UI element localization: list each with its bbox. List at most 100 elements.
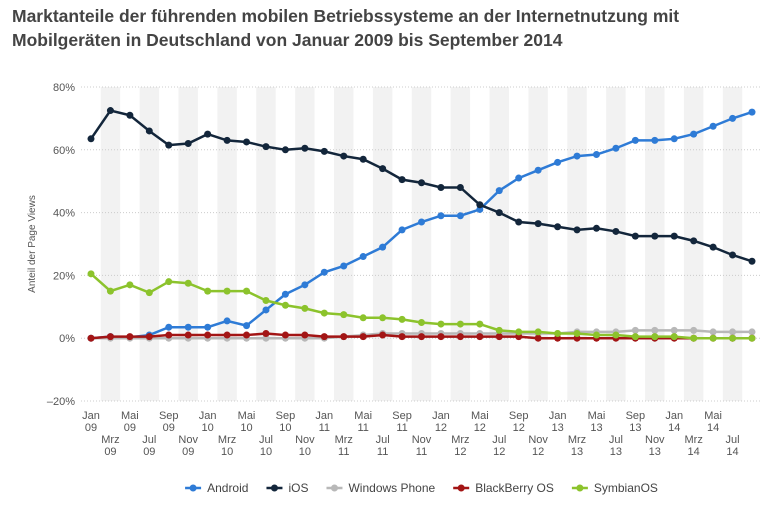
legend-item: Windows Phone [326, 481, 436, 495]
band [334, 87, 354, 401]
point [379, 331, 387, 339]
point [320, 268, 328, 276]
point [262, 306, 270, 314]
point [418, 218, 425, 226]
y-axis-label: Anteil der Page Views [27, 195, 38, 293]
point [476, 320, 484, 328]
x-tick-label: Sep 09 [159, 410, 179, 434]
x-tick-label: Mai 10 [238, 410, 256, 434]
point [184, 140, 192, 148]
band [489, 87, 509, 401]
point [398, 176, 406, 184]
point [534, 220, 542, 228]
point [165, 323, 173, 331]
point [748, 257, 756, 265]
point [379, 165, 387, 173]
point [437, 320, 445, 328]
x-tick-label: Nov 12 [528, 434, 548, 458]
x-tick-label: Jan 14 [665, 410, 683, 434]
legend-marker [330, 484, 338, 492]
point [690, 130, 698, 138]
legend-marker [576, 484, 584, 492]
band [217, 87, 237, 401]
x-tick-label: Sep 13 [626, 410, 646, 434]
point [184, 331, 192, 339]
point [398, 333, 406, 341]
point [320, 147, 328, 155]
point [554, 329, 562, 337]
point [670, 326, 678, 334]
y-tick-label: 80% [53, 82, 75, 94]
point [670, 232, 678, 240]
point [184, 279, 192, 287]
point [281, 290, 289, 298]
point [281, 331, 289, 339]
x-tick-label: Jan 09 [82, 410, 100, 434]
point [418, 179, 425, 187]
point [359, 314, 367, 322]
y-tick-label: 20% [53, 270, 75, 282]
legend-item: SymbianOS [571, 481, 658, 495]
point [651, 333, 659, 341]
point [281, 146, 289, 154]
point [106, 333, 114, 341]
point [145, 333, 153, 341]
point [515, 218, 523, 226]
point [670, 333, 678, 341]
point [437, 212, 445, 220]
legend-label: Windows Phone [348, 481, 435, 495]
legend-label: iOS [288, 481, 308, 495]
point [748, 108, 756, 116]
point [262, 297, 270, 305]
legend-label: Android [207, 481, 248, 495]
x-tick-label: Mrz 11 [335, 434, 353, 458]
band [295, 87, 315, 401]
band [722, 87, 743, 401]
point [359, 155, 367, 163]
x-tick-label: Nov 13 [645, 434, 665, 458]
point [243, 331, 251, 339]
band [606, 87, 626, 401]
band [567, 87, 587, 401]
point [106, 107, 114, 115]
point [379, 243, 387, 251]
point [631, 232, 639, 240]
x-tick-label: Jan 13 [549, 410, 567, 434]
x-tick-label: Jul 10 [259, 434, 273, 458]
point [554, 223, 562, 231]
point [87, 334, 95, 342]
point [748, 334, 756, 342]
point [456, 183, 464, 191]
y-tick-label: 60% [53, 145, 75, 157]
point [709, 334, 717, 342]
point [301, 144, 309, 152]
point [709, 122, 717, 130]
point [204, 130, 212, 138]
point [204, 331, 212, 339]
x-tick-label: Mai 09 [121, 410, 139, 434]
point [592, 151, 600, 159]
point [554, 158, 562, 166]
x-tick-label: Mai 13 [588, 410, 606, 434]
point [456, 333, 464, 341]
point [87, 270, 95, 278]
point [320, 309, 328, 317]
x-tick-label: Jan 11 [315, 410, 333, 434]
point [631, 136, 639, 144]
x-tick-label: Jul 11 [376, 434, 390, 458]
point [709, 328, 717, 336]
point [204, 323, 212, 331]
x-tick-label: Sep 11 [392, 410, 412, 434]
point [495, 333, 503, 341]
point [145, 127, 153, 135]
x-tick-label: Jul 12 [492, 434, 506, 458]
point [534, 334, 542, 342]
x-tick-label: Nov 10 [295, 434, 315, 458]
point [340, 333, 348, 341]
point [418, 333, 425, 341]
point [281, 301, 289, 309]
point [223, 136, 231, 144]
point [126, 111, 134, 119]
x-tick-label: Sep 12 [509, 410, 529, 434]
